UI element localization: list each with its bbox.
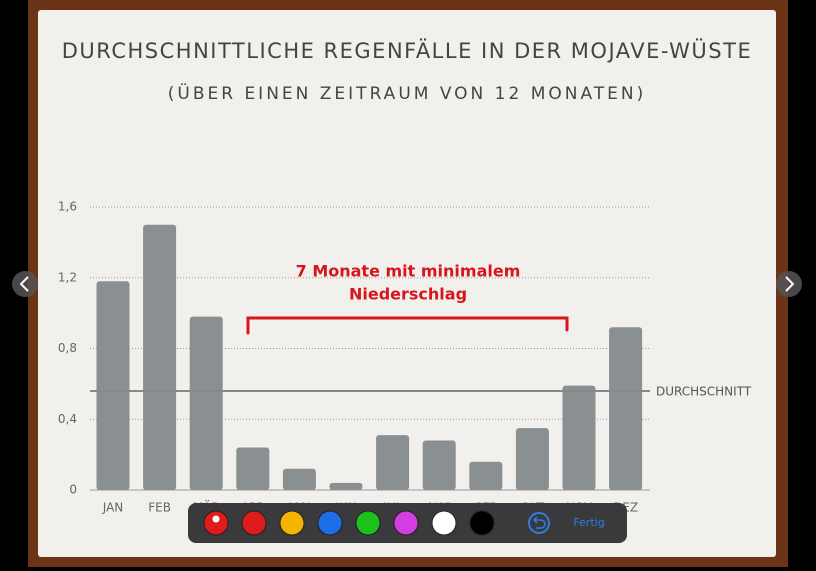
chart-subtitle: (ÜBER EINEN ZEITRAUM VON 12 MONATEN) [168, 82, 647, 104]
bar [143, 224, 177, 490]
bar [236, 447, 270, 490]
y-tick-label: 0 [69, 483, 77, 497]
prev-button[interactable] [12, 271, 38, 297]
color-button[interactable] [203, 510, 229, 536]
color-button[interactable] [355, 510, 381, 536]
bar [422, 440, 456, 490]
annotation-text: Niederschlag [349, 285, 467, 304]
prev-icon [19, 276, 29, 292]
color-button[interactable] [241, 510, 267, 536]
bar [189, 316, 223, 490]
bar [609, 327, 643, 490]
undo-button[interactable] [528, 512, 550, 534]
y-tick-label: 1,2 [58, 270, 77, 284]
bar [96, 281, 130, 490]
next-icon [785, 276, 795, 292]
undo-icon [533, 516, 546, 529]
bar [282, 468, 316, 490]
x-tick-label: FEB [148, 501, 171, 515]
next-button[interactable] [776, 271, 802, 297]
x-tick-label: JAN [102, 501, 124, 515]
color-button[interactable] [393, 510, 419, 536]
bar [469, 461, 503, 490]
y-tick-label: 1,6 [58, 200, 77, 214]
y-tick-label: 0,8 [58, 341, 77, 355]
bar [515, 428, 549, 490]
color-button[interactable] [279, 510, 305, 536]
bar [376, 435, 410, 490]
chart-title: DURCHSCHNITTLICHE REGENFÄLLE IN DER MOJA… [62, 38, 752, 63]
color-button[interactable] [431, 510, 457, 536]
y-tick-label: 0,4 [58, 412, 77, 426]
selected-indicator [212, 515, 220, 523]
color-button[interactable] [469, 510, 495, 536]
average-label: DURCHSCHNITT [656, 384, 752, 398]
color-button[interactable] [317, 510, 343, 536]
annotation-bracket [246, 316, 569, 335]
annotation-text: 7 Monate mit minimalem [296, 262, 521, 281]
bar [562, 385, 596, 490]
bar [329, 482, 363, 490]
done-button[interactable]: Fertig [573, 516, 604, 529]
